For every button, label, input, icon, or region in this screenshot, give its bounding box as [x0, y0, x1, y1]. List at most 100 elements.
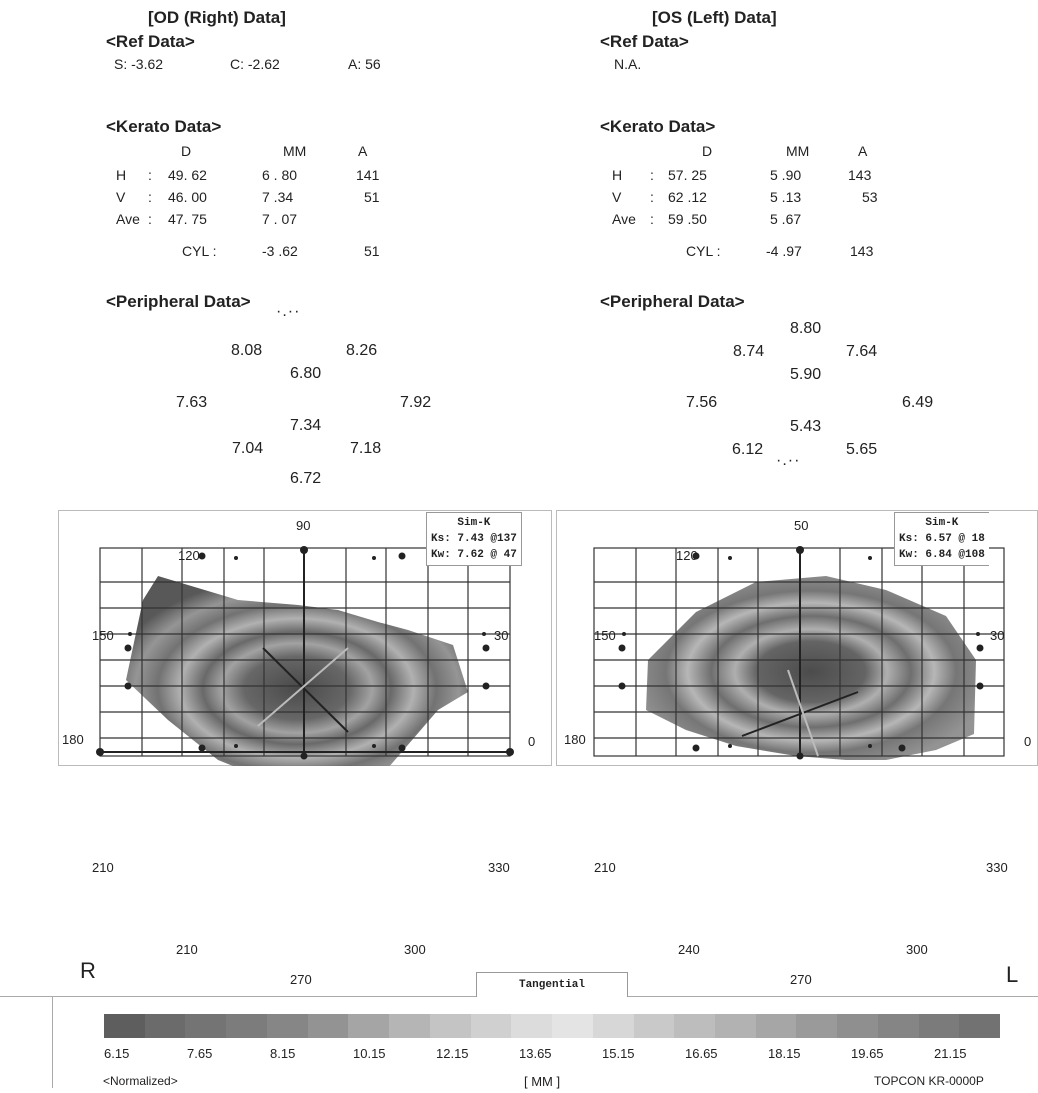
- color-scale-swatch: [959, 1014, 1001, 1038]
- os-cyl-a: 143: [850, 243, 874, 259]
- tangential-tab[interactable]: Tangential: [476, 972, 628, 997]
- os-angle-ur: 30: [990, 628, 1005, 643]
- color-scale-swatch: [307, 1014, 349, 1038]
- left-divider: [52, 996, 53, 1088]
- unit-label: [ MM ]: [524, 1074, 561, 1089]
- od-row-v-label: V: [116, 189, 126, 205]
- od-angle-lr: 330: [488, 860, 510, 875]
- os-peripheral-center-upper: 5.90: [790, 366, 822, 383]
- od-col-a: A: [358, 143, 368, 159]
- color-scale-swatch: [796, 1014, 838, 1038]
- os-peripheral-right: 6.49: [902, 394, 934, 411]
- od-angle-bl: 210: [176, 942, 198, 957]
- od-corner-label: R: [80, 958, 96, 983]
- os-angle-ul: 150: [594, 628, 616, 643]
- od-peripheral-center-upper: 6.80: [290, 365, 322, 382]
- color-scale-swatch: [266, 1014, 308, 1038]
- color-scale-swatch: [674, 1014, 716, 1038]
- od-ref-s: S: -3.62: [114, 56, 164, 72]
- os-corner-label: L: [1006, 962, 1019, 987]
- os-ref-header: <Ref Data>: [600, 32, 689, 51]
- od-ref-c: C: -2.62: [230, 56, 280, 72]
- color-scale-labels: 6.15 7.65 8.15 10.15 12.15 13.65 15.15 16.65 18.…: [104, 1046, 1038, 1066]
- os-angle-right: 0: [1024, 734, 1032, 749]
- os-peripheral-header: <Peripheral Data>: [600, 292, 745, 311]
- os-col-a: A: [858, 143, 868, 159]
- os-col-d: D: [702, 143, 713, 159]
- os-row-h-label: H: [612, 167, 623, 183]
- od-row-v-mm: 7 .34: [262, 189, 294, 205]
- os-simk-kw: Kw: 6.84 @108: [899, 549, 985, 561]
- od-angle-tl: 120: [178, 548, 200, 563]
- color-scale-bar: [104, 1014, 1001, 1038]
- os-row-v-sep: :: [650, 189, 654, 205]
- od-peripheral-bottom: 6.72: [290, 470, 322, 487]
- os-simk-ks: Ks: 6.57 @ 18: [899, 533, 985, 545]
- color-scale-swatch: [104, 1014, 145, 1038]
- color-scale-label: 19.65: [851, 1046, 884, 1061]
- os-row-h-sep: :: [650, 167, 654, 183]
- color-scale-label: 21.15: [934, 1046, 967, 1061]
- color-scale-label: 12.15: [436, 1046, 469, 1061]
- od-cyl-label: CYL :: [182, 243, 217, 259]
- color-scale-label: 10.15: [353, 1046, 386, 1061]
- os-peripheral-upper-right: 7.64: [846, 343, 878, 360]
- od-angle-right: 0: [528, 734, 536, 749]
- od-simk-kw: Kw: 7.62 @ 47: [431, 549, 517, 561]
- os-angle-bl: 240: [678, 942, 700, 957]
- os-row-h-mm: 5 .90: [770, 167, 802, 183]
- od-col-d: D: [181, 143, 192, 159]
- color-scale-swatch: [592, 1014, 634, 1038]
- color-scale-label: 7.65: [187, 1046, 213, 1061]
- color-scale-swatch: [877, 1014, 919, 1038]
- os-row-v-mm: 5 .13: [770, 189, 802, 205]
- color-scale-label: 18.15: [768, 1046, 801, 1061]
- color-scale-swatch: [429, 1014, 471, 1038]
- od-simk-box: Sim-K Ks: 7.43 @137 Kw: 7.62 @ 47: [426, 512, 522, 566]
- os-peripheral-marker: ·.··: [776, 452, 801, 469]
- os-row-v-a: 53: [862, 189, 878, 205]
- od-row-h-mm: 6 . 80: [262, 167, 298, 183]
- os-row-ave-mm: 5 .67: [770, 211, 802, 227]
- color-scale-swatch: [633, 1014, 675, 1038]
- color-scale-swatch: [552, 1014, 593, 1038]
- color-scale-swatch: [226, 1014, 267, 1038]
- os-cyl-label: CYL :: [686, 243, 721, 259]
- od-ref-a: A: 56: [348, 56, 381, 72]
- od-angle-bottom: 270: [290, 972, 312, 987]
- od-angle-ul: 150: [92, 628, 114, 643]
- od-angle-br: 300: [404, 942, 426, 957]
- od-row-v-sep: :: [148, 189, 152, 205]
- os-cyl-mm: -4 .97: [766, 243, 802, 259]
- od-cyl-mm: -3 .62: [262, 243, 298, 259]
- os-peripheral-center-lower: 5.43: [790, 418, 822, 435]
- os-angle-bottom: 270: [790, 972, 812, 987]
- od-angle-top: 90: [296, 518, 311, 533]
- os-row-v-label: V: [612, 189, 622, 205]
- color-scale-swatch: [144, 1014, 186, 1038]
- od-row-v-a: 51: [364, 189, 380, 205]
- od-row-v-d: 46. 00: [168, 189, 207, 205]
- color-scale-swatch: [715, 1014, 756, 1038]
- color-scale-swatch: [389, 1014, 430, 1038]
- os-row-ave-label: Ave: [612, 211, 636, 227]
- od-peripheral-right: 7.92: [400, 394, 432, 411]
- os-angle-top: 50: [794, 518, 809, 533]
- od-row-ave-mm: 7 . 07: [262, 211, 298, 227]
- od-peripheral-lower-right: 7.18: [350, 440, 382, 457]
- od-row-h-d: 49. 62: [168, 167, 207, 183]
- os-row-h-a: 143: [848, 167, 872, 183]
- os-topography-graphic: [593, 546, 1005, 760]
- od-col-mm: MM: [283, 143, 307, 159]
- color-scale-label: 15.15: [602, 1046, 635, 1061]
- os-peripheral-upper-left: 8.74: [733, 343, 765, 360]
- color-scale-swatch: [185, 1014, 227, 1038]
- os-angle-ll: 210: [594, 860, 616, 875]
- od-peripheral-upper-right: 8.26: [346, 342, 378, 359]
- os-col-mm: MM: [786, 143, 810, 159]
- os-angle-lr: 330: [986, 860, 1008, 875]
- od-kerato-header: <Kerato Data>: [106, 117, 222, 136]
- od-row-h-sep: :: [148, 167, 152, 183]
- od-row-ave-label: Ave: [116, 211, 140, 227]
- od-peripheral-upper-left: 8.08: [231, 342, 263, 359]
